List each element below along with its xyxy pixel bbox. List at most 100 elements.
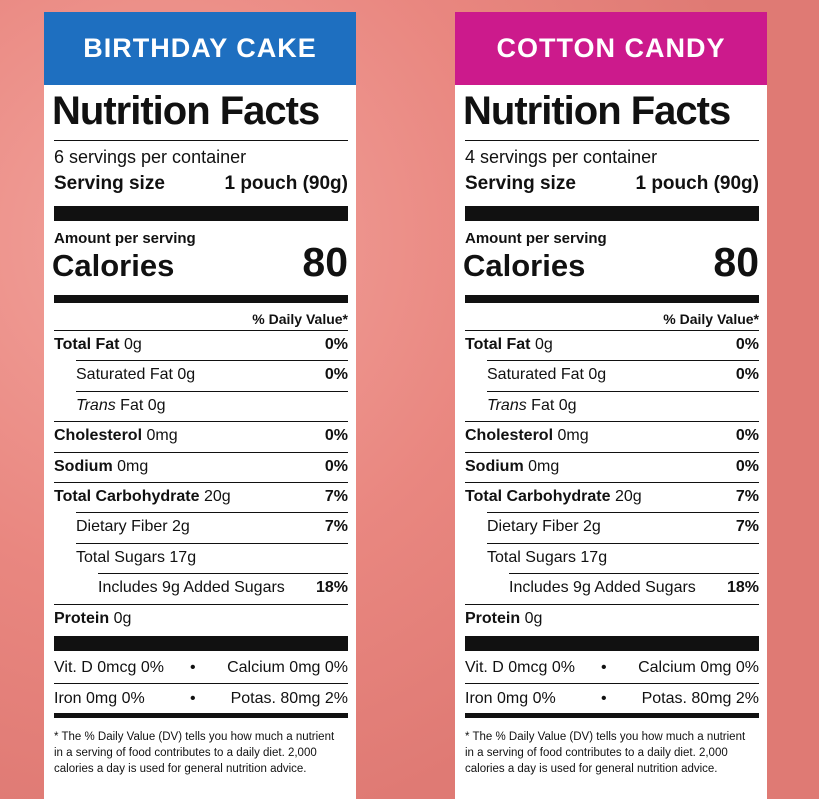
daily-value: 0% xyxy=(324,366,348,384)
nutrient-amount: 0g xyxy=(113,609,132,627)
daily-value: 7% xyxy=(735,518,759,536)
row-rule xyxy=(98,573,348,575)
nutrient-row: Total Sugars 17g xyxy=(487,549,607,567)
medium-bar xyxy=(54,295,348,303)
nutrient-amount: 0g xyxy=(558,396,577,414)
row-rule xyxy=(54,330,348,331)
nutrient-row: Trans Fat 0g xyxy=(76,397,166,415)
nutrient-name: Fat xyxy=(531,396,555,414)
title: Nutrition Facts xyxy=(52,89,320,133)
nutrient-amount: 0g xyxy=(177,366,196,384)
row-rule xyxy=(509,573,759,575)
flavor-header: COTTON CANDY xyxy=(455,12,767,85)
nutrient-amount: 0g xyxy=(147,396,166,414)
nutrient-name: Saturated Fat xyxy=(76,366,173,384)
medium-bar xyxy=(465,295,759,303)
label-body: Nutrition Facts 4 servings per container S… xyxy=(455,85,767,799)
serving-size-label: Serving size xyxy=(54,173,165,194)
daily-value: 18% xyxy=(315,579,348,597)
title: Nutrition Facts xyxy=(463,89,731,133)
row-rule xyxy=(76,542,348,544)
nutrient-amount: 0mg xyxy=(557,427,589,445)
vitamin: Calcium 0mg 0% xyxy=(638,659,759,676)
nutrient-amount: 17g xyxy=(169,548,197,566)
nutrient-amount: 0mg xyxy=(117,457,149,475)
nutrient-amount: 20g xyxy=(614,488,642,505)
label-body: Nutrition Facts 6 servings per container S… xyxy=(44,85,356,799)
row-rule xyxy=(54,421,348,423)
nutrient-name: Total Carbohydrate xyxy=(465,488,611,505)
calories-label: Calories xyxy=(52,248,175,283)
serving-size: 1 pouch (90g) xyxy=(635,173,759,194)
row-rule xyxy=(54,603,348,605)
nutrient-row: Total Carbohydrate 20g xyxy=(465,488,642,506)
nutrient-amount: 0g xyxy=(588,366,607,384)
row-rule xyxy=(76,390,348,392)
thick-bar xyxy=(465,636,759,651)
thick-bar xyxy=(54,206,348,221)
flavor-name: COTTON CANDY xyxy=(496,33,726,63)
nutrient-row: Dietary Fiber 2g xyxy=(76,518,190,536)
thick-bar xyxy=(465,206,759,221)
rule xyxy=(465,140,759,141)
calories: 80 xyxy=(713,239,759,285)
nutrient-row: Sodium 0mg xyxy=(465,458,559,476)
serving-size-label: Serving size xyxy=(465,173,576,194)
nutrient-name: Sodium xyxy=(54,457,113,475)
bullet: • xyxy=(601,659,607,676)
medium-bar xyxy=(465,713,759,718)
daily-value: 7% xyxy=(324,488,348,505)
row-rule xyxy=(465,451,759,453)
nutrient-name: Cholesterol xyxy=(465,427,554,445)
nutrient-row: Saturated Fat 0g xyxy=(76,366,195,384)
dv-header: % Daily Value* xyxy=(663,311,759,327)
nutrient-row: Dietary Fiber 2g xyxy=(487,518,601,536)
nutrient-name: Cholesterol xyxy=(54,427,143,445)
daily-value: 7% xyxy=(324,518,348,536)
nutrient-row: Includes 9g Added Sugars xyxy=(509,579,696,597)
daily-value: 0% xyxy=(735,457,759,475)
vitamin: Iron 0mg 0% xyxy=(465,690,556,707)
footnote: * The % Daily Value (DV) tells you how m… xyxy=(465,731,746,775)
row-rule xyxy=(76,512,348,514)
nutrient-name: Total Sugars xyxy=(76,548,165,566)
thick-bar xyxy=(54,636,348,651)
nutrient-row: Total Carbohydrate 20g xyxy=(54,488,231,506)
nutrient-row: Cholesterol 0mg xyxy=(465,427,589,445)
daily-value: 0% xyxy=(324,457,348,475)
nutrient-row: Total Fat 0g xyxy=(465,336,553,354)
row-rule xyxy=(465,330,759,331)
row-rule xyxy=(54,683,348,684)
vitamin: Potas. 80mg 2% xyxy=(641,690,759,707)
nutrient-name: Protein xyxy=(54,609,110,627)
row-rule xyxy=(465,482,759,483)
vitamin: Potas. 80mg 2% xyxy=(230,690,348,707)
vitamin: Vit. D 0mcg 0% xyxy=(54,659,164,676)
serving-size: 1 pouch (90g) xyxy=(224,173,348,194)
rule xyxy=(54,140,348,141)
row-rule xyxy=(465,421,759,423)
nutrient-name: Includes 9g Added Sugars xyxy=(98,579,285,597)
nutrient-row: Total Fat 0g xyxy=(54,336,142,354)
nutrient-name: Protein xyxy=(465,609,521,627)
nutrient-amount: 0mg xyxy=(146,427,178,445)
vitamin: Vit. D 0mcg 0% xyxy=(465,659,575,676)
nutrient-name: Sodium xyxy=(465,457,524,475)
row-rule xyxy=(76,360,348,362)
daily-value: 18% xyxy=(726,579,759,597)
nutrient-row: Protein 0g xyxy=(465,610,542,628)
dv-header: % Daily Value* xyxy=(252,311,348,327)
vitamin: Iron 0mg 0% xyxy=(54,690,145,707)
nutrient-row: Total Sugars 17g xyxy=(76,549,196,567)
nutrient-row: Trans Fat 0g xyxy=(487,397,577,415)
nutrient-italic: Trans xyxy=(487,396,527,414)
vitamin: Calcium 0mg 0% xyxy=(227,659,348,676)
nutrient-amount: 2g xyxy=(583,518,601,536)
nutrient-amount: 17g xyxy=(580,548,608,566)
footnote: * The % Daily Value (DV) tells you how m… xyxy=(54,731,335,775)
nutrient-name: Fat xyxy=(120,396,144,414)
nutrient-name: Saturated Fat xyxy=(487,366,584,384)
nutrient-amount: 20g xyxy=(203,488,231,505)
servings: 6 servings per container xyxy=(54,147,247,167)
